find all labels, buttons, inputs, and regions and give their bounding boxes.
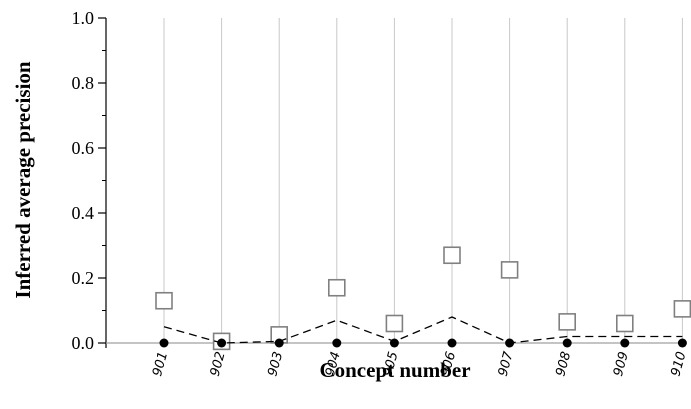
x-axis-title: Concept number	[319, 358, 470, 382]
x-tick-label: 906	[438, 350, 459, 378]
y-axis-title: Inferred average precision	[11, 61, 35, 298]
series-line	[163, 316, 683, 344]
square-marker	[615, 314, 634, 333]
y-tick-label: 0.8	[72, 73, 95, 93]
y-tick-label: 0.6	[72, 138, 95, 158]
circle-marker	[159, 338, 169, 348]
axes	[105, 18, 685, 348]
circle-marker	[274, 338, 284, 348]
y-tick-label: 0.4	[72, 203, 95, 223]
circle-marker	[562, 338, 572, 348]
y-ticks: 0.0 0.2 0.4 0.6 0.8 1.0	[72, 8, 106, 353]
square-marker	[558, 313, 577, 331]
grid	[163, 18, 683, 343]
square-marker	[443, 246, 461, 265]
x-tick-label: 907	[496, 349, 517, 378]
x-tick-label: 903	[265, 350, 286, 378]
square-marker	[673, 300, 691, 318]
x-ticks: 901 902 903 904 905 906 907 908 909 910	[150, 349, 689, 378]
x-tick-label: 910	[669, 350, 690, 378]
square-marker	[327, 278, 346, 297]
square-marker	[155, 291, 173, 310]
x-tick-label: 904	[323, 350, 344, 378]
circle-marker	[217, 338, 227, 348]
circle-marker	[389, 338, 399, 348]
x-tick-label: 901	[150, 350, 171, 378]
x-tick-label: 905	[381, 350, 402, 378]
x-tick-label: 902	[208, 350, 229, 378]
x-tick-label: 909	[611, 350, 632, 378]
y-tick-label: 0.2	[72, 268, 95, 288]
x-tick-label: 908	[553, 350, 574, 378]
circle-marker	[447, 338, 457, 348]
series	[155, 246, 691, 351]
circle-marker	[505, 338, 515, 348]
square-marker	[500, 261, 519, 279]
y-tick-label: 1.0	[72, 8, 95, 28]
circle-marker	[677, 338, 687, 348]
circle-marker	[332, 338, 342, 348]
y-tick-label: 0.0	[72, 333, 95, 353]
circle-marker	[620, 338, 630, 348]
square-marker	[385, 314, 404, 333]
